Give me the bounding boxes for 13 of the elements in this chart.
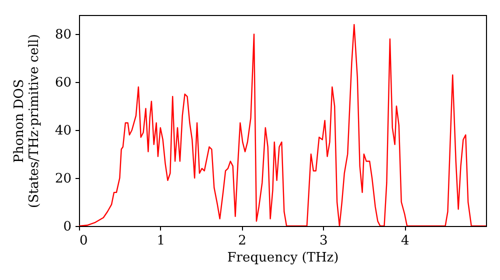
y-tick-label: 20: [54, 172, 72, 187]
y-tick-label: 60: [54, 76, 72, 91]
y-tick-label: 40: [54, 124, 72, 139]
x-tick-label: 2: [238, 234, 246, 248]
x-tick-label: 0: [80, 234, 88, 248]
y-tick-label: 0: [63, 220, 72, 234]
x-tick-label: 4: [400, 234, 410, 248]
y-axis-title: Phonon DOS (States/THz·primitive cell): [12, 34, 42, 208]
y-tick-label: 80: [54, 28, 72, 43]
x-tick-label: 3: [320, 234, 328, 248]
line-series: [79, 24, 486, 226]
x-tick-label: 1: [156, 234, 166, 248]
x-axis-title: Frequency (THz): [227, 250, 339, 266]
